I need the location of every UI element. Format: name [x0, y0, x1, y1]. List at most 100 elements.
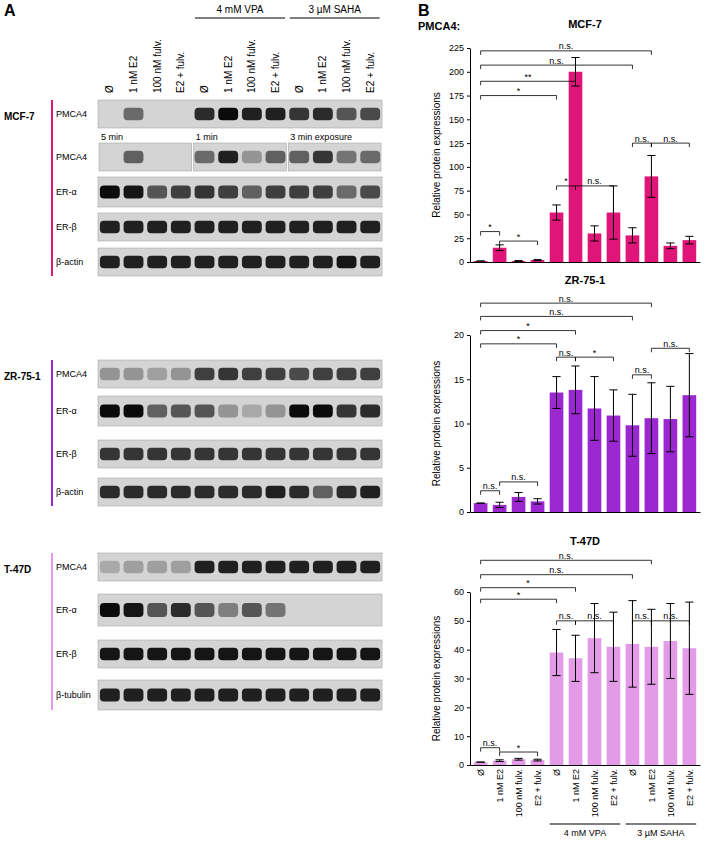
tick-mark — [467, 468, 470, 469]
blot-background — [98, 396, 382, 426]
band — [124, 448, 144, 460]
band — [266, 561, 286, 573]
band — [124, 561, 144, 573]
tick-label: 20 — [454, 703, 464, 713]
tick-label: Ø — [476, 769, 486, 776]
blot-background — [98, 213, 382, 241]
band — [195, 151, 215, 163]
significance-label: n.s. — [587, 611, 602, 621]
significance-label: n.s. — [663, 611, 678, 621]
band — [218, 561, 238, 573]
tick: 60 — [454, 587, 470, 597]
tick: 1 nM E2 — [647, 769, 657, 803]
tick-label: 75 — [454, 186, 464, 196]
significance-bracket — [651, 143, 689, 147]
group-line — [195, 18, 285, 19]
band — [147, 648, 167, 660]
cell-line-blots: ZR-75-1PMCA4ER-αER-ββ-actin — [4, 360, 382, 506]
significance-label: * — [564, 176, 568, 186]
lane-label: 1 nM E2 — [128, 55, 139, 93]
tick: 15 — [454, 375, 470, 385]
significance-label: n.s. — [549, 307, 564, 317]
band — [360, 185, 380, 198]
significance-label: * — [517, 334, 521, 344]
tick-mark — [467, 592, 470, 593]
band — [337, 108, 357, 120]
cell-line-label: T-47D — [4, 564, 31, 575]
bar — [512, 759, 526, 765]
tick: 75 — [454, 186, 470, 196]
significance-bracket — [481, 303, 652, 307]
tick-label: 200 — [449, 67, 464, 77]
band — [147, 404, 167, 417]
tick-mark — [467, 191, 470, 192]
tick-mark — [467, 335, 470, 336]
tick: Ø — [552, 769, 562, 776]
band — [242, 648, 262, 660]
error-bar — [647, 383, 655, 454]
band — [337, 185, 357, 198]
band — [100, 368, 120, 380]
significance-bracket — [481, 748, 500, 752]
plot-area — [474, 58, 696, 262]
tick-mark — [467, 167, 470, 168]
band — [337, 404, 357, 417]
axis-line — [471, 512, 701, 513]
tick-label: 125 — [449, 138, 464, 148]
tick-mark — [467, 119, 470, 120]
tick: 30 — [454, 674, 470, 684]
blot-label: β-actin — [56, 257, 83, 267]
tick-label: 150 — [449, 115, 464, 125]
blot-label: PMCA4 — [56, 562, 87, 572]
significance-bracket — [481, 344, 557, 348]
tick: 100 nM fulv. — [514, 769, 524, 817]
band — [242, 368, 262, 380]
band — [100, 108, 120, 120]
significance-bracket — [481, 51, 652, 55]
tick: 25 — [454, 234, 470, 244]
band — [266, 486, 286, 498]
band — [124, 688, 144, 701]
significance-bracket — [632, 621, 651, 625]
band — [289, 256, 309, 268]
band — [360, 648, 380, 660]
significance-label: n.s. — [549, 565, 564, 575]
group-label: 4 mM VPA — [216, 4, 263, 15]
lane-label: E2 + fulv. — [365, 52, 376, 93]
axis-line — [470, 336, 471, 513]
panel-a: AØ1 nM E2100 nM fulv.E2 + fulv.Ø1 nM E21… — [4, 2, 382, 710]
band — [313, 486, 333, 498]
band — [218, 185, 238, 198]
blot-label: PMCA4 — [56, 109, 87, 119]
error-bar — [514, 493, 522, 502]
band — [124, 151, 144, 163]
band — [147, 448, 167, 460]
error-bar — [477, 503, 485, 504]
error-bar — [590, 377, 598, 441]
axis-line — [471, 262, 701, 263]
significance-label: n.s. — [483, 738, 498, 748]
band — [124, 368, 144, 380]
error-bar — [552, 377, 560, 409]
band — [266, 648, 286, 660]
tick-label: 20 — [454, 330, 464, 340]
band — [242, 448, 262, 460]
significance-label: n.s. — [511, 472, 526, 482]
error-bar — [533, 259, 541, 261]
chart: MCF-7Relative protein expressions0255075… — [431, 18, 701, 267]
tick: 5 — [459, 463, 470, 473]
significance-bracket — [481, 588, 576, 592]
bar — [531, 260, 545, 262]
significance-bracket — [576, 357, 614, 361]
tick: 10 — [454, 419, 470, 429]
tick-label: 50 — [454, 616, 464, 626]
significance-label: n.s. — [549, 56, 564, 66]
significance-label: * — [526, 578, 530, 588]
band — [360, 368, 380, 380]
tick-mark — [467, 424, 470, 425]
band — [171, 221, 191, 233]
band — [360, 603, 380, 617]
exposure-label: 3 min exposure — [290, 132, 352, 142]
plot-area — [474, 601, 696, 765]
band — [171, 151, 191, 163]
